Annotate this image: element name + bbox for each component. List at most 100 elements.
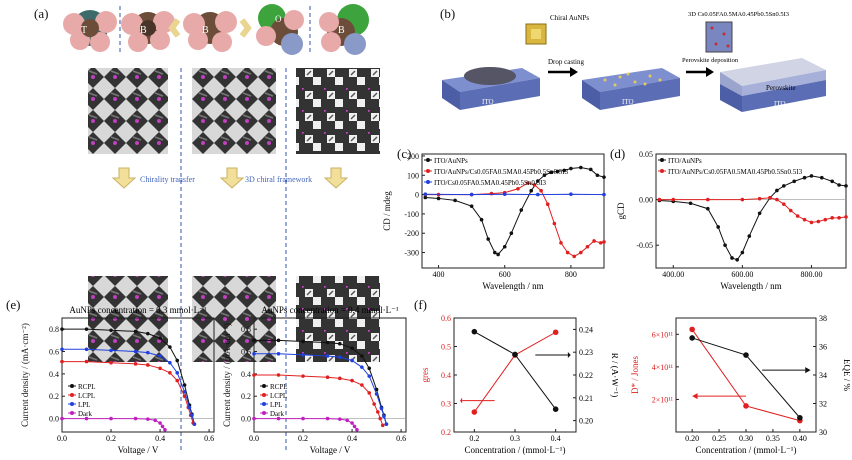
panel-a-illustration: T B B O B Chirality transfer xyxy=(63,4,380,450)
x-tick-label: 800 xyxy=(565,270,577,279)
data-point xyxy=(146,417,150,421)
molecule-row: T B B O B xyxy=(63,4,369,55)
data-point xyxy=(374,392,379,396)
substrate-label: ITO xyxy=(774,100,786,108)
data-point xyxy=(360,354,364,358)
data-point xyxy=(352,424,357,429)
data-point xyxy=(158,336,162,340)
y-tick-label: 100 xyxy=(407,171,419,180)
panel-label-b: (b) xyxy=(440,6,456,21)
data-point xyxy=(276,373,281,377)
lattice-block xyxy=(192,276,276,362)
y-tick-label: 200 xyxy=(407,152,419,161)
data-point xyxy=(532,183,537,187)
axis-arrow-head xyxy=(460,397,463,404)
data-point xyxy=(579,250,583,255)
lattice-block xyxy=(296,276,380,362)
legend-marker xyxy=(70,393,74,397)
data-point xyxy=(830,179,834,184)
data-point xyxy=(512,351,518,358)
data-point xyxy=(743,403,749,409)
y-axis-label: gres xyxy=(420,367,430,382)
data-point xyxy=(367,366,372,371)
data-point xyxy=(146,363,150,367)
legend-marker xyxy=(262,402,266,406)
substrate-label: ITO xyxy=(482,98,494,106)
legend-label: Dark xyxy=(270,410,284,418)
x-tick-label: 0.30 xyxy=(739,434,753,443)
data-point xyxy=(496,252,500,257)
data-point xyxy=(338,355,342,359)
molecule-letter: B xyxy=(338,25,345,36)
data-point xyxy=(469,192,474,197)
x-tick-label: 0.2 xyxy=(106,434,116,443)
y-tick-label: 0.2 xyxy=(241,392,251,401)
chirality-transfer-label: Chirality transfer xyxy=(140,175,195,184)
data-point xyxy=(301,353,305,357)
chart-title: AuNPs concentration = 0.3 mmol·L⁻¹ xyxy=(69,305,207,315)
x-axis-label: Concentration / (mmol·L⁻¹) xyxy=(696,445,797,455)
perovskite-deposition-label: Perovskite deposition xyxy=(682,57,739,64)
data-point xyxy=(133,362,138,366)
data-point xyxy=(133,416,138,421)
data-point xyxy=(529,188,533,193)
data-point xyxy=(84,327,89,331)
data-point xyxy=(657,197,662,202)
x-tick-label: 0.6 xyxy=(396,434,406,443)
y-tick-label: 0.8 xyxy=(241,325,251,334)
data-point xyxy=(367,374,372,378)
data-point xyxy=(775,197,779,202)
lattice-block xyxy=(88,68,168,154)
data-point xyxy=(276,416,281,421)
data-point xyxy=(792,179,796,184)
data-point xyxy=(367,391,372,395)
legend-marker xyxy=(660,169,664,173)
data-point xyxy=(146,331,150,336)
y-axis-label: Current density / (mA·cm⁻²) xyxy=(20,323,30,427)
x-axis-label: Voltage / V xyxy=(118,445,159,455)
y-axis-label: Current density / (mA·cm⁻²) xyxy=(222,323,232,427)
data-point xyxy=(252,338,256,343)
y-tick-label: 6×10¹¹ xyxy=(652,330,674,339)
data-point xyxy=(325,354,330,358)
plot-frame xyxy=(655,153,847,269)
data-point xyxy=(379,406,384,411)
data-point xyxy=(740,197,745,202)
chart-title: AuNPs concentration = 0.4 mmol·L⁻¹ xyxy=(261,305,399,315)
data-point xyxy=(175,370,180,375)
plot-frame xyxy=(675,317,817,433)
data-point xyxy=(747,234,752,238)
data-point xyxy=(384,422,389,426)
legend-label: RCPL xyxy=(78,383,96,391)
data-point xyxy=(355,427,359,432)
data-point xyxy=(380,423,385,428)
data-point xyxy=(837,183,841,187)
data-point xyxy=(706,206,710,211)
data-point xyxy=(549,170,553,175)
y2-axis-label: EQE / % xyxy=(842,359,850,391)
data-point xyxy=(542,173,547,178)
data-point xyxy=(158,366,162,371)
data-point xyxy=(782,184,786,188)
data-point xyxy=(588,167,593,172)
data-point xyxy=(689,326,695,333)
data-point xyxy=(486,237,490,241)
gres-responsivity-chart: 0.2 0.3 0.4 0.2 0.3 0.4 0.5 0.6 0.20 0.21 0.22 0.23… xyxy=(420,314,618,455)
data-point xyxy=(175,378,180,383)
data-point xyxy=(325,375,330,380)
data-point xyxy=(562,168,567,173)
data-point xyxy=(469,204,474,208)
y-tick-label: 4×10¹¹ xyxy=(652,363,674,372)
data-point xyxy=(350,378,354,383)
data-point xyxy=(109,328,113,333)
legend-label: ITO/AuNPs/Cs0.05FA0.5MA0.45Pb0.5Sn0.5I3 xyxy=(668,168,803,176)
jv-chart-0-3: AuNPs concentration = 0.3 mmol·L⁻¹ 0.0 0.2… xyxy=(20,305,215,455)
data-point xyxy=(671,197,676,202)
data-point xyxy=(592,239,596,243)
panel-label-a: (a) xyxy=(34,6,49,21)
y-tick-label: 0 xyxy=(415,191,419,200)
data-point xyxy=(252,416,256,421)
y-tick-label: 0.0 xyxy=(241,415,251,424)
drop-casting-label: Drop casting xyxy=(548,58,584,66)
data-point xyxy=(565,250,570,255)
